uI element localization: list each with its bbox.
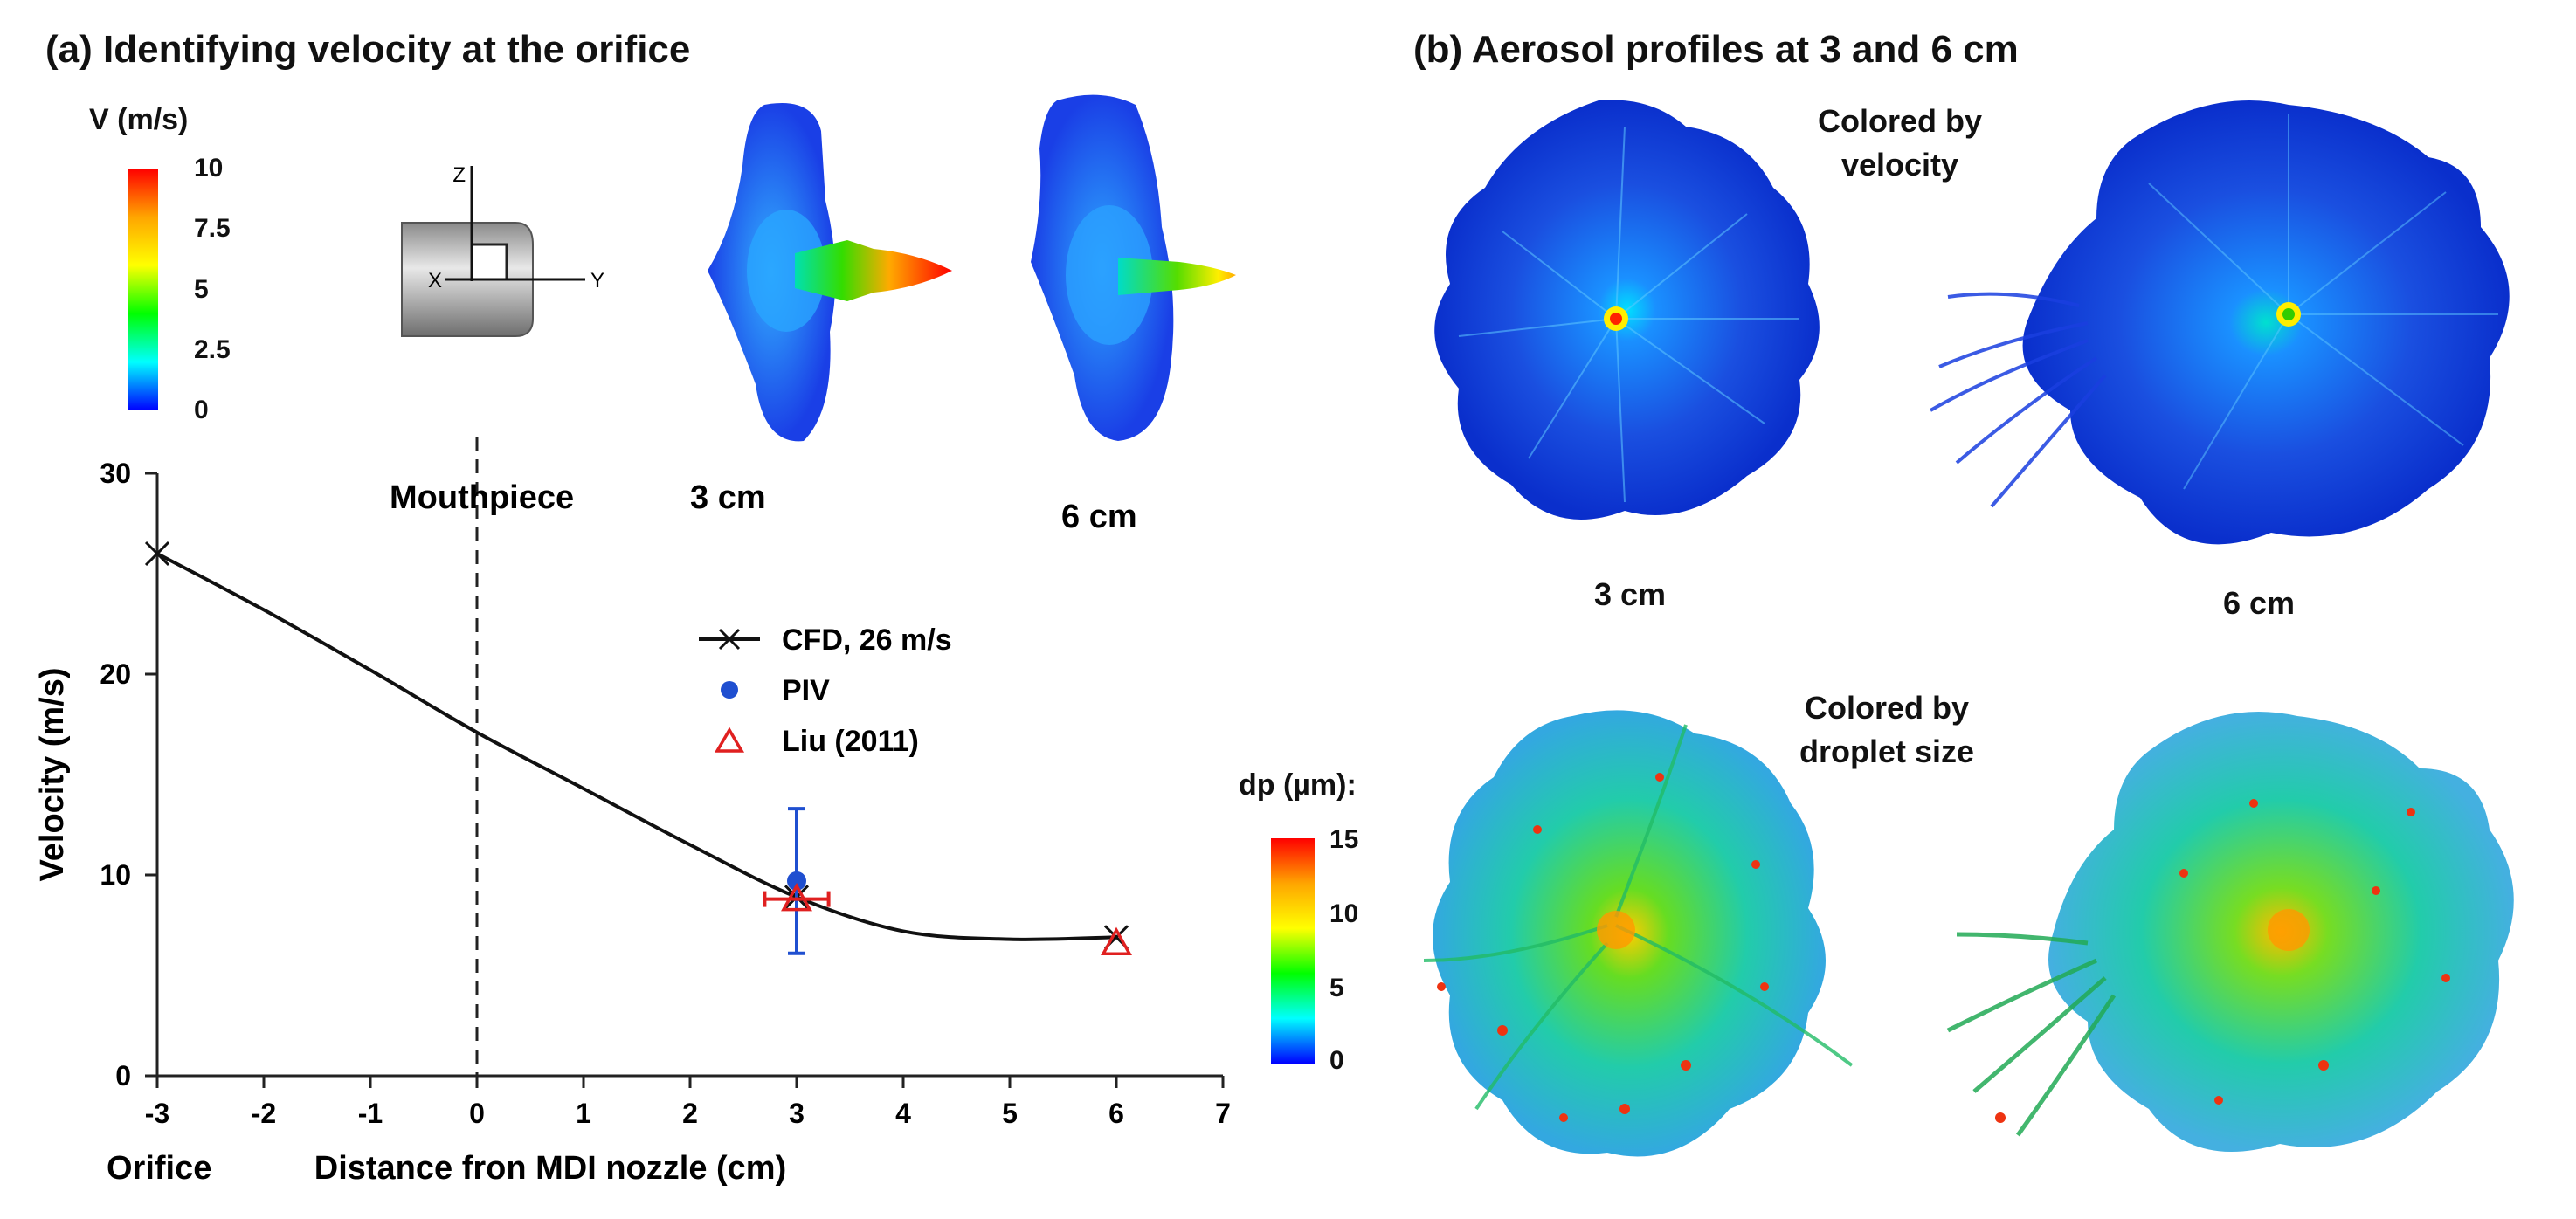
- cfd-line: [156, 552, 1117, 941]
- size-caption-line2: droplet size: [1799, 733, 1975, 769]
- x-tick-label: 0: [469, 1098, 485, 1129]
- droplet-colorbar: [1271, 838, 1315, 1064]
- droplet-colorbar-tick: 15: [1329, 825, 1359, 854]
- velocity-caption-line2: velocity: [1840, 147, 1959, 183]
- y-tick-label: 0: [115, 1060, 131, 1092]
- size-profile-6cm-image: [1946, 712, 2514, 1152]
- velocity-profile-3cm-image: [1434, 100, 1820, 520]
- x-axis-label: Distance fron MDI nozzle (cm): [314, 1150, 787, 1187]
- size-profile-3cm-image: [1423, 710, 1854, 1157]
- droplet-colorbar-tick: 5: [1329, 974, 1344, 1002]
- legend-liu-marker: [714, 727, 745, 753]
- x-tick-label: 6: [1108, 1098, 1124, 1129]
- velocity-caption-line1: Colored by: [1817, 103, 1982, 139]
- velocity-profile-3cm-label: 3 cm: [1594, 576, 1667, 612]
- velocity-colorbar-tick: 2.5: [194, 335, 231, 364]
- y-tick-label: 20: [100, 658, 131, 690]
- size-caption-line1: Colored by: [1804, 690, 1969, 726]
- axis-y-label: Y: [590, 269, 604, 293]
- velocity-profile-6cm-image: [1930, 100, 2510, 545]
- legend-piv-marker: [721, 681, 738, 699]
- y-axis-label: Velocity (m/s): [34, 668, 71, 882]
- velocity-colorbar-tick: 7.5: [194, 214, 231, 243]
- x-tick-label: 7: [1215, 1098, 1231, 1129]
- velocity-colorbar-tick: 0: [194, 396, 209, 424]
- x-tick-label: 2: [682, 1098, 698, 1129]
- x-tick-label: -3: [145, 1098, 169, 1129]
- liu-point: [1101, 926, 1132, 955]
- liu-point: [781, 882, 812, 912]
- droplet-colorbar-tick: 10: [1329, 899, 1359, 928]
- legend-cfd-label: CFD, 26 m/s: [782, 623, 952, 657]
- droplet-colorbar-tick: 0: [1329, 1046, 1344, 1075]
- x-tick-label: -1: [358, 1098, 383, 1129]
- velocity-colorbar-title: V (m/s): [89, 103, 189, 136]
- x-tick-label: 3: [789, 1098, 805, 1129]
- y-tick-label: 10: [100, 859, 131, 891]
- plume-3cm-label: 3 cm: [690, 479, 766, 516]
- velocity-colorbar-tick: 10: [194, 154, 224, 183]
- velocity-chart: 0 10 20 30 -3 -2 -1 0 1 2 3 4 5 6 7 Distance fron MDI n…: [34, 437, 1231, 1187]
- legend-piv-label: PIV: [782, 674, 830, 707]
- nozzle-schematic: Z X Y: [401, 163, 604, 337]
- velocity-colorbar: [128, 169, 158, 410]
- droplet-colorbar-title: dp (µm):: [1239, 768, 1357, 802]
- x-tick-label: 1: [576, 1098, 591, 1129]
- axis-z-label: Z: [452, 163, 466, 187]
- velocity-colorbar-tick: 5: [194, 275, 209, 304]
- plume-6cm-label: 6 cm: [1061, 499, 1137, 535]
- plume-3cm-image: [708, 103, 952, 442]
- y-tick-label: 30: [100, 458, 131, 489]
- mouthpiece-label: Mouthpiece: [390, 479, 574, 516]
- piv-point: [787, 871, 806, 891]
- orifice-label: Orifice: [107, 1150, 211, 1187]
- panel-b-title: (b) Aerosol profiles at 3 and 6 cm: [1413, 28, 2019, 71]
- legend-cfd-marker: [718, 628, 741, 651]
- x-tick-label: 5: [1002, 1098, 1018, 1129]
- legend-liu-label: Liu (2011): [782, 725, 919, 758]
- axis-x-label: X: [428, 269, 442, 293]
- velocity-profile-6cm-label: 6 cm: [2223, 585, 2296, 621]
- x-tick-label: -2: [252, 1098, 276, 1129]
- cfd-marker: [144, 541, 170, 567]
- x-tick-label: 4: [895, 1098, 911, 1129]
- plume-6cm-image: [1031, 94, 1236, 442]
- panel-a-title: (a) Identifying velocity at the orifice: [45, 28, 691, 71]
